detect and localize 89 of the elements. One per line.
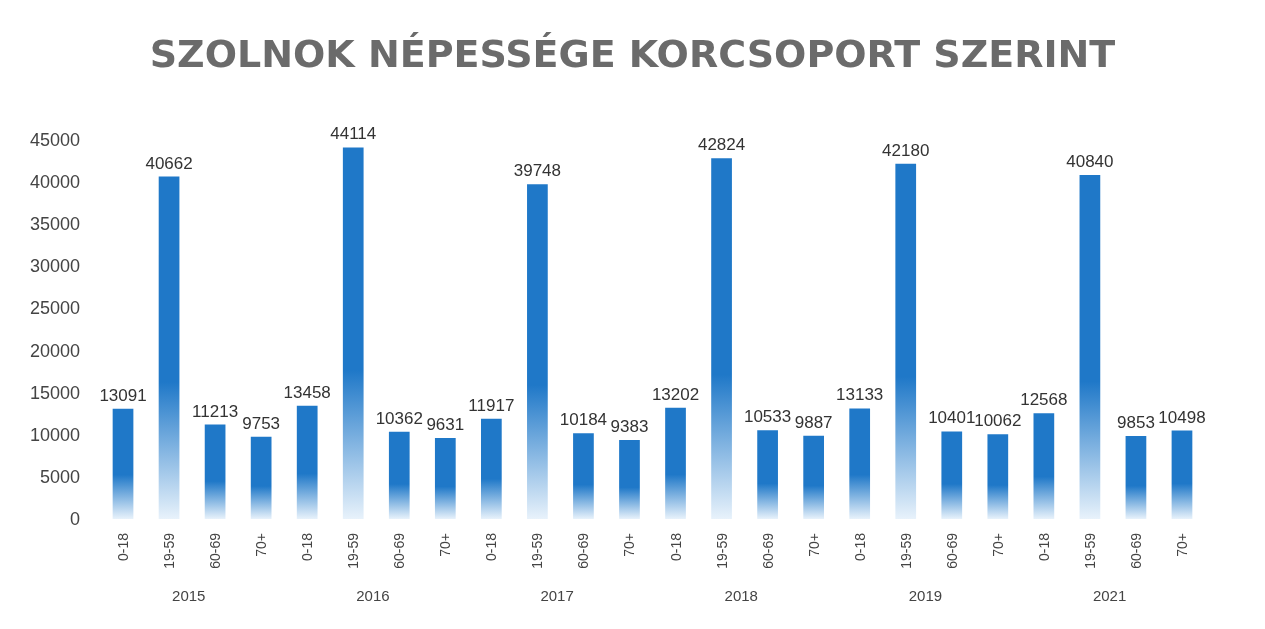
x-tick-label: 0-18 [851,532,868,562]
x-tick-label: 19-59 [345,532,362,569]
data-label: 10184 [559,410,608,430]
data-label: 13091 [99,385,147,405]
data-label: 10062 [974,411,1022,431]
bar [250,436,272,519]
data-label: 42180 [882,140,930,160]
x-tick-label: 60-69 [759,532,776,569]
x-tick-label: 60-69 [575,532,592,569]
data-label: 9753 [242,413,281,433]
bar [803,435,825,519]
text: 2016 [356,587,390,604]
data-label: 39748 [513,161,562,181]
bar [480,418,502,519]
bar [895,163,917,519]
bar [158,176,180,519]
data-label: 10362 [375,408,423,428]
x-tick-label: 19-59 [1081,532,1098,569]
bar [1033,413,1055,519]
x-tick-label: 70+ [1173,533,1190,557]
text: 2021 [1092,587,1127,604]
x-tick-label: 60-69 [1127,532,1144,569]
data-label: 9887 [794,412,833,432]
data-label: 11213 [192,401,239,421]
x-tick-label: 70+ [253,533,270,557]
data-label: 9631 [426,414,465,434]
data-label: 11917 [468,395,515,415]
bar [941,431,963,519]
x-tick-label: 70+ [621,533,638,557]
x-tick-label: 0-18 [667,532,684,562]
y-tick-label: 45000 [29,130,80,150]
bar [204,424,226,519]
bar [987,434,1009,519]
x-tick-label: 70+ [989,533,1006,557]
data-label: 10401 [928,408,976,428]
x-tick-label: 0-18 [115,532,132,562]
bar [757,430,778,519]
x-tick-label: 60-69 [943,532,960,569]
data-label: 10533 [743,407,792,427]
bar [1171,430,1193,519]
bar [342,147,364,519]
x-tick-label: 19-59 [897,532,914,569]
x-tick-label: 0-18 [1035,532,1052,562]
data-label: 9383 [610,416,649,436]
x-tick-label: 0-18 [483,532,500,562]
bar [1079,175,1101,519]
data-label: 13133 [836,385,884,405]
data-label: 10498 [1158,407,1206,427]
bar [849,408,871,519]
y-tick-label: 20000 [29,340,80,361]
x-tick-label: 19-59 [713,532,730,569]
x-tick-label: 0-18 [299,532,316,562]
y-tick-label: 5000 [39,466,80,487]
bar [388,431,410,519]
x-tick-label: 19-59 [529,532,546,569]
bar [112,408,134,519]
x-tick-label: 70+ [437,533,454,557]
text: 2019 [908,587,943,604]
y-tick-label: 15000 [29,382,80,403]
chart-title: SZOLNOK NÉPESSÉGE KORCSOPORT SZERINT [149,32,1116,76]
bar [434,437,456,519]
data-label: 42824 [697,135,746,155]
y-tick-label: 35000 [29,214,80,235]
data-label: 44114 [330,124,377,144]
data-label: 40662 [145,153,193,173]
bar [711,158,732,519]
y-tick-label: 40000 [29,172,80,193]
text: 2015 [172,587,206,604]
x-tick-label: 60-69 [207,532,224,569]
y-tick-label: 0 [69,509,80,529]
x-tick-label: 70+ [805,533,822,557]
data-label: 13202 [651,384,700,404]
bar [527,184,548,519]
y-tick-label: 10000 [29,424,80,445]
bar [1125,436,1147,519]
data-label: 13458 [283,382,331,402]
data-label: 9853 [1117,413,1155,433]
y-tick-label: 25000 [29,298,80,319]
bar [573,433,594,519]
x-tick-label: 19-59 [161,532,178,569]
bar [296,405,318,519]
text: 2017 [540,587,574,604]
data-label: 40840 [1066,152,1114,172]
x-tick-label: 60-69 [391,532,408,569]
bar [665,407,686,519]
data-label: 12568 [1020,390,1068,410]
text: 2018 [724,587,758,604]
bar [619,439,640,519]
y-tick-label: 30000 [29,256,80,277]
